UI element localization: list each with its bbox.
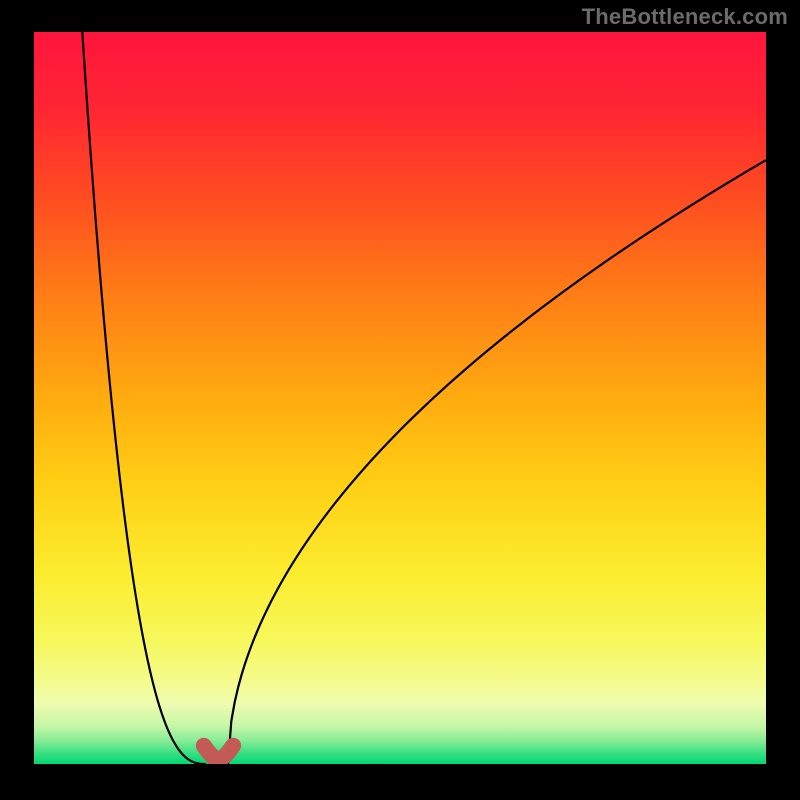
gradient-background xyxy=(34,32,766,764)
watermark-text: TheBottleneck.com xyxy=(582,4,788,30)
chart-container: { "watermark": { "text": "TheBottleneck.… xyxy=(0,0,800,800)
bottleneck-chart xyxy=(0,0,800,800)
